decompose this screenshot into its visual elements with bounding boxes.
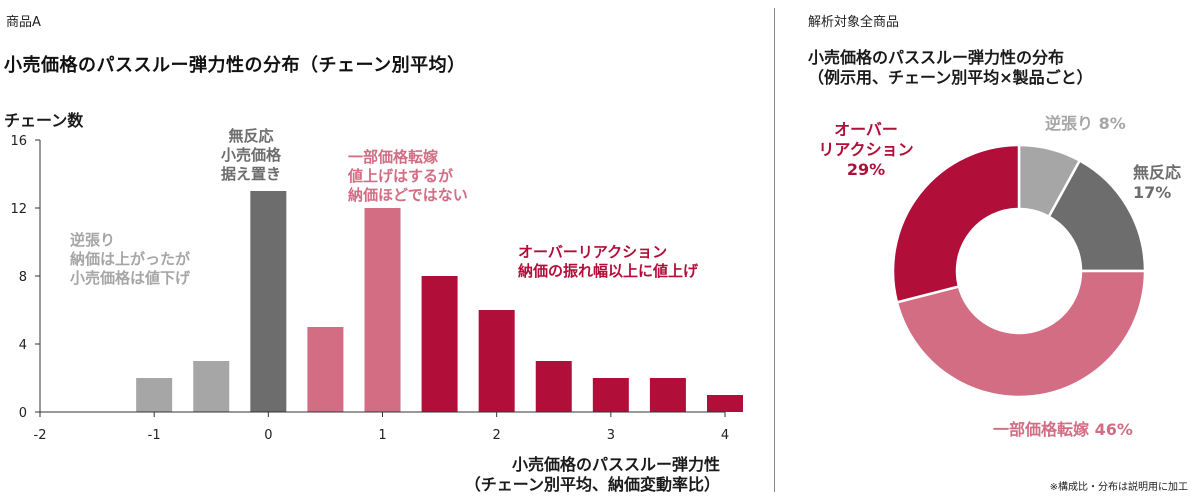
label-no-response: 無反応 17% xyxy=(1133,163,1182,202)
label-overreaction: オーバー リアクション 29% xyxy=(818,120,914,179)
label-contrarian: 逆張り 8% xyxy=(1045,114,1126,133)
left-chart-title: 小売価格のパススルー弾力性の分布（チェーン別平均） xyxy=(4,55,466,76)
bar-2 xyxy=(250,191,287,412)
bar-10 xyxy=(707,395,743,412)
scope-label: 解析対象全商品 xyxy=(808,15,900,30)
annotation-contrarian: 逆張り 納価は上がったが 小売価格は値下げ xyxy=(70,231,191,287)
x-tick-label: -2 xyxy=(34,428,47,443)
x-tick-label: 0 xyxy=(264,428,272,443)
bar-1 xyxy=(193,361,230,412)
bar-5 xyxy=(421,276,458,412)
y-tick-label: 12 xyxy=(10,202,27,217)
y-tick-label: 0 xyxy=(19,406,27,421)
x-tick-label: 2 xyxy=(493,428,501,443)
bar-4 xyxy=(364,208,401,412)
x-tick-label: 4 xyxy=(721,428,729,443)
bar-0 xyxy=(136,378,173,412)
y-tick-label: 8 xyxy=(19,270,27,285)
bar-6 xyxy=(478,310,515,412)
right-chart-title: 小売価格のパススルー弾力性の分布 （例示用、チェーン別平均×製品ごと） xyxy=(808,48,1093,87)
annotation-partial-passthrough: 一部価格転嫁 値上げはするが 納価ほどではない xyxy=(348,148,468,204)
label-partial-passthrough: 一部価格転嫁 46% xyxy=(993,420,1133,439)
bar-3 xyxy=(307,327,344,412)
product-label: 商品A xyxy=(6,15,41,30)
x-tick-label: 1 xyxy=(378,428,386,443)
annotation-overreaction: オーバーリアクション 納価の振れ幅以上に値上げ xyxy=(518,243,699,280)
donut-slice-2 xyxy=(895,269,1147,399)
annotation-no-response: 無反応 小売価格 据え置き xyxy=(220,127,281,183)
bar-8 xyxy=(592,378,629,412)
x-axis-title: 小売価格のパススルー弾力性 （チェーン別平均、納価変動率比） xyxy=(464,455,720,494)
bar-7 xyxy=(535,361,572,412)
y-tick-label: 4 xyxy=(19,338,27,353)
x-tick-label: 3 xyxy=(607,428,615,443)
y-axis-title: チェーン数 xyxy=(4,111,84,130)
footnote: ※構成比・分布は説明用に加工 xyxy=(1049,482,1188,493)
donut-chart xyxy=(891,143,1147,399)
bar-9 xyxy=(649,378,686,412)
x-tick-label: -1 xyxy=(148,428,161,443)
panel-divider xyxy=(774,8,775,492)
donut-slice-3 xyxy=(891,143,1021,304)
y-tick-label: 16 xyxy=(10,134,27,149)
